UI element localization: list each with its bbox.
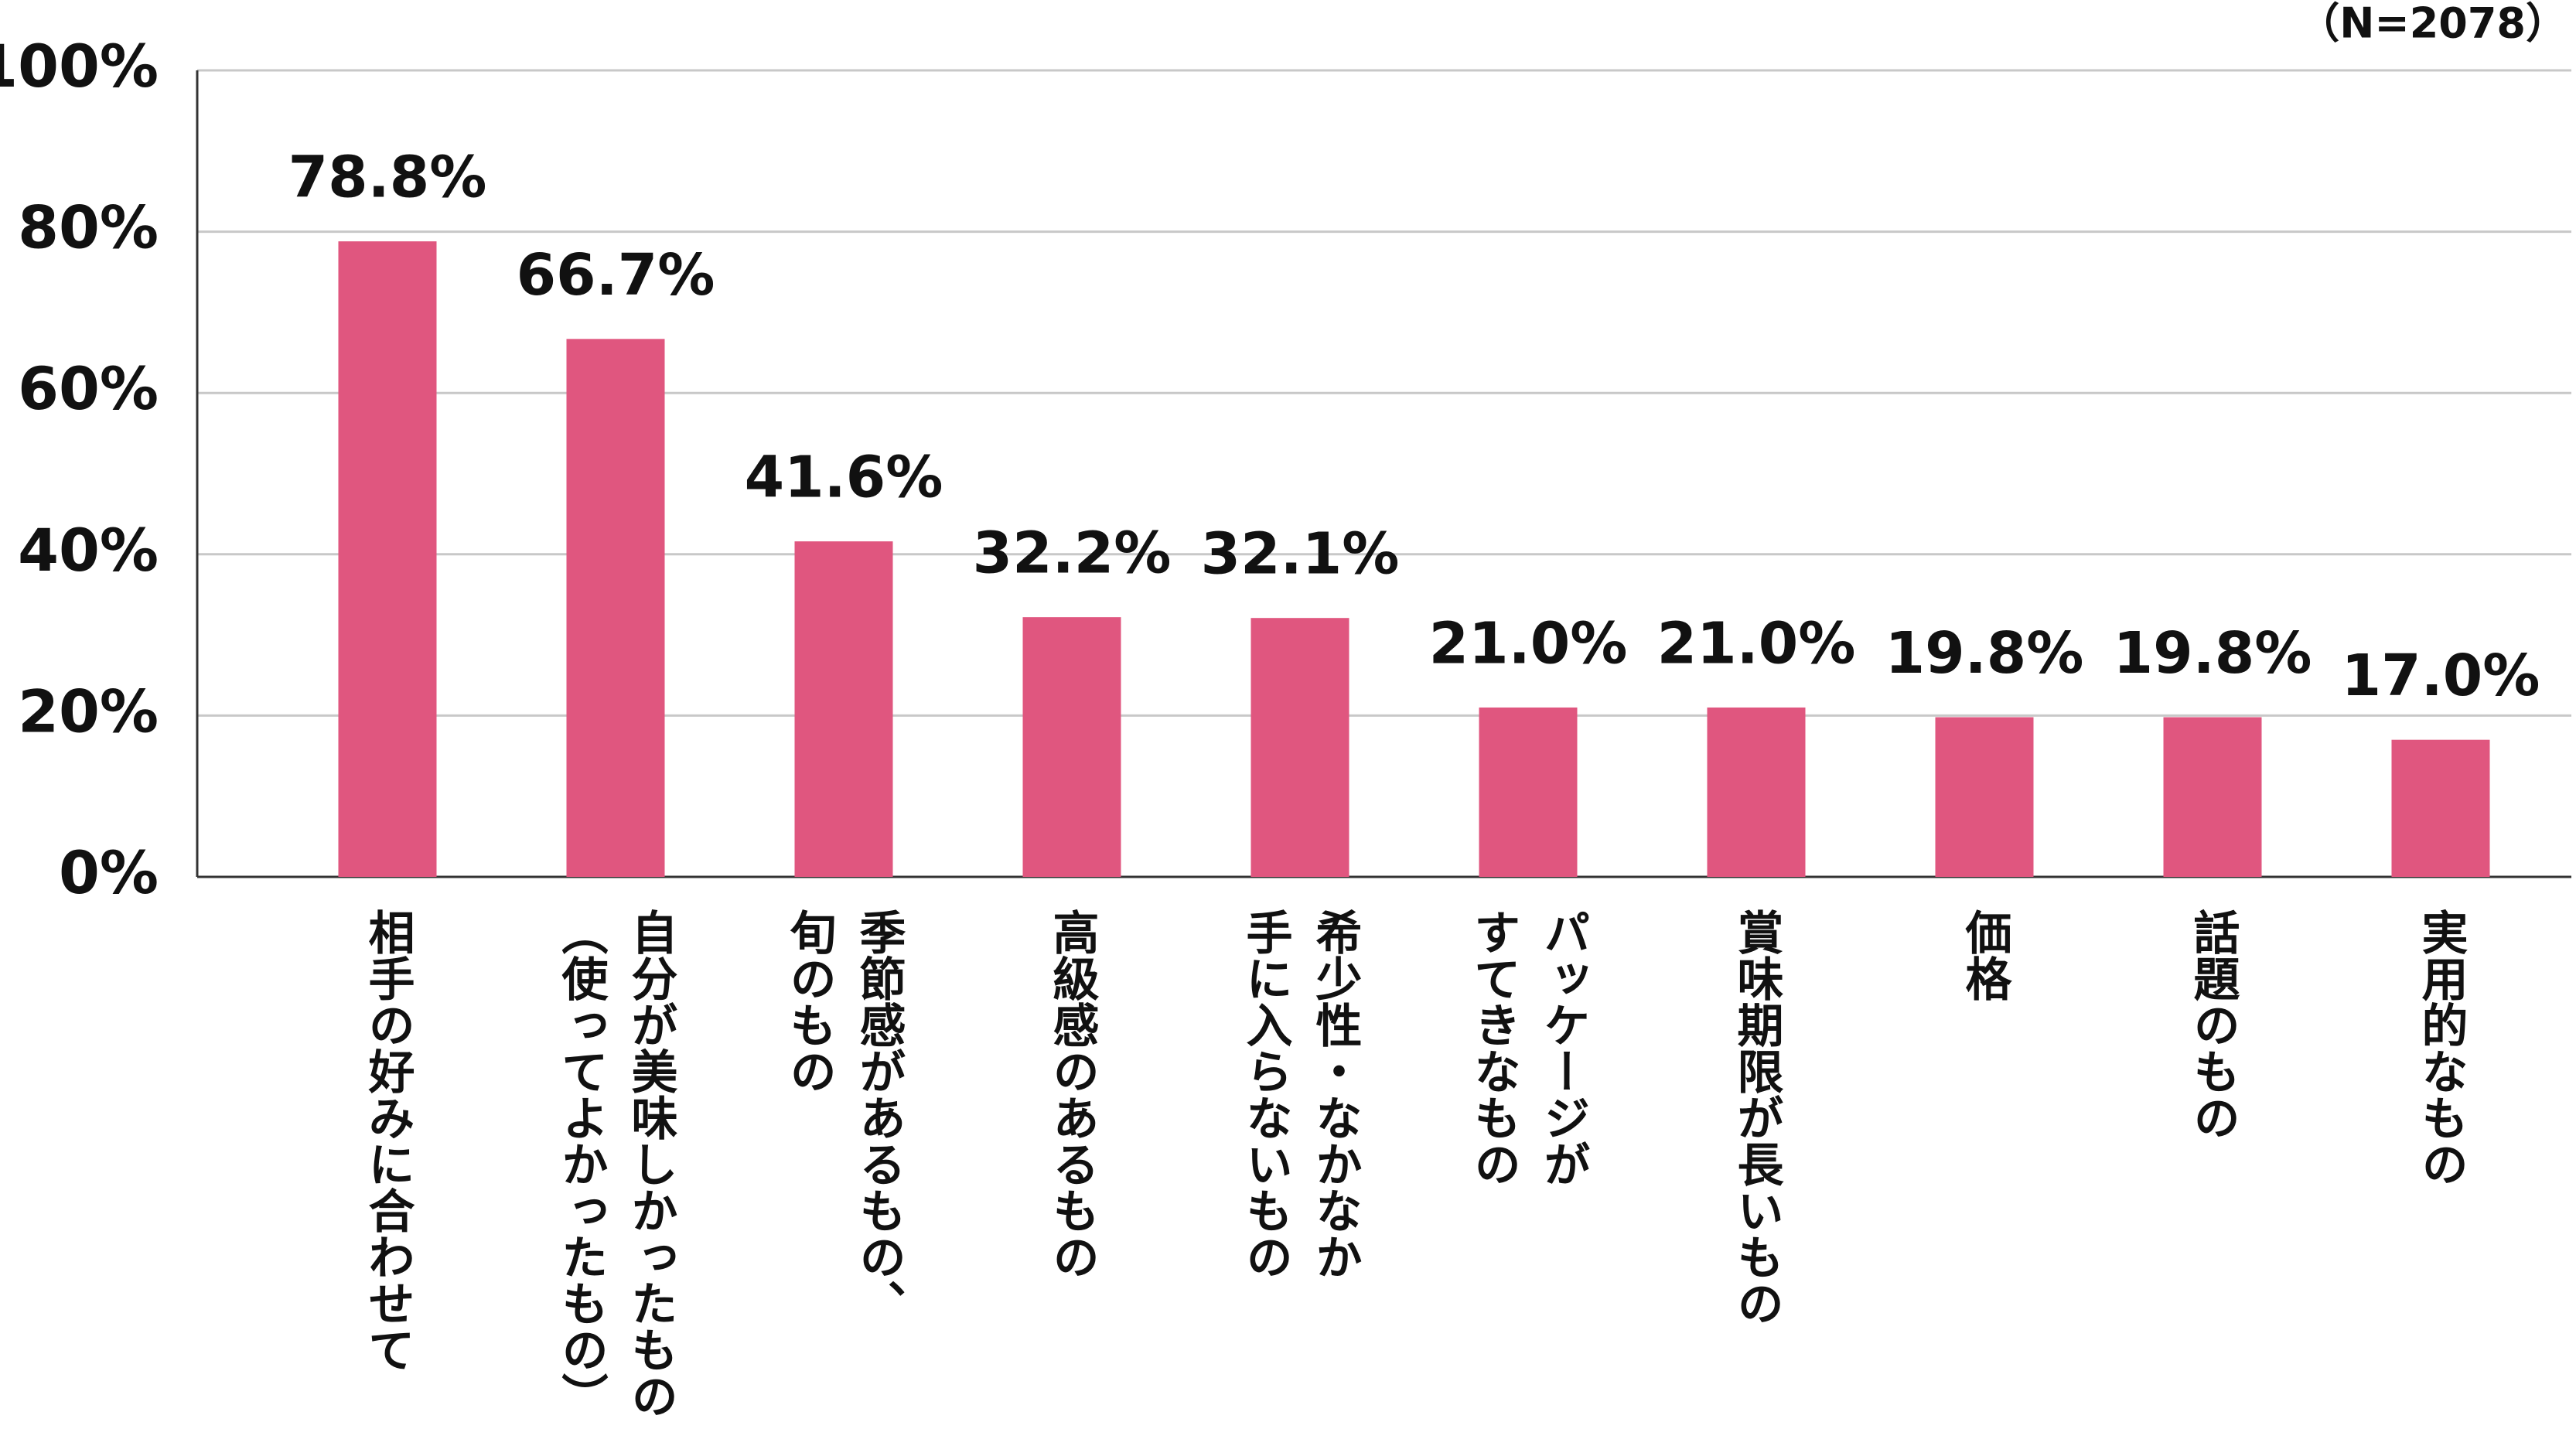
bar — [1250, 618, 1349, 877]
bar — [1707, 707, 1806, 877]
y-tick-label: 40% — [18, 516, 159, 585]
value-label: 41.6% — [745, 445, 943, 511]
x-tick-label: 賞味期限が長いもの — [1729, 909, 1783, 1326]
y-tick-label: 60% — [18, 354, 159, 423]
bar — [566, 339, 665, 878]
x-tick-label: 実用的なもの — [2414, 909, 2468, 1187]
x-tick-label: 希少性・なかなか 手に入らないもの — [1238, 909, 1362, 1280]
note: （N=2078） — [2298, 0, 2567, 48]
bar — [1479, 707, 1578, 877]
bar — [1022, 617, 1121, 877]
y-tick-label: 80% — [18, 193, 159, 262]
value-label: 21.0% — [1429, 610, 1628, 677]
x-tick-label: 相手の好みに合わせて — [360, 909, 415, 1373]
value-label: 19.8% — [1885, 620, 2084, 687]
x-tick-label: パッケージが すてきなもの — [1466, 909, 1590, 1187]
bar — [2391, 739, 2490, 877]
value-label: 21.0% — [1657, 610, 1856, 677]
x-tick-label: 価格 — [1957, 909, 2011, 1001]
value-label: 17.0% — [2342, 643, 2540, 709]
y-tick-label: 0% — [59, 838, 159, 907]
value-label: 78.8% — [288, 145, 487, 211]
y-tick-label: 100% — [0, 32, 159, 101]
x-tick-label: 高級感のあるもの — [1045, 909, 1099, 1280]
bar — [338, 241, 437, 878]
value-label: 32.1% — [1201, 521, 1400, 588]
x-tick-label: 自分が美味しかったもの （使ってよかったもの） — [554, 909, 677, 1419]
x-tick-label: 話題のもの — [2185, 909, 2240, 1141]
bar — [794, 541, 893, 877]
value-label: 66.7% — [517, 242, 715, 309]
value-label: 32.2% — [973, 520, 1172, 587]
x-tick-label: 季節感があるもの、 旬のもの — [782, 909, 906, 1326]
value-label: 19.8% — [2114, 620, 2312, 687]
y-tick-label: 20% — [18, 677, 159, 745]
bar — [2163, 717, 2262, 877]
bar — [1935, 717, 2034, 877]
